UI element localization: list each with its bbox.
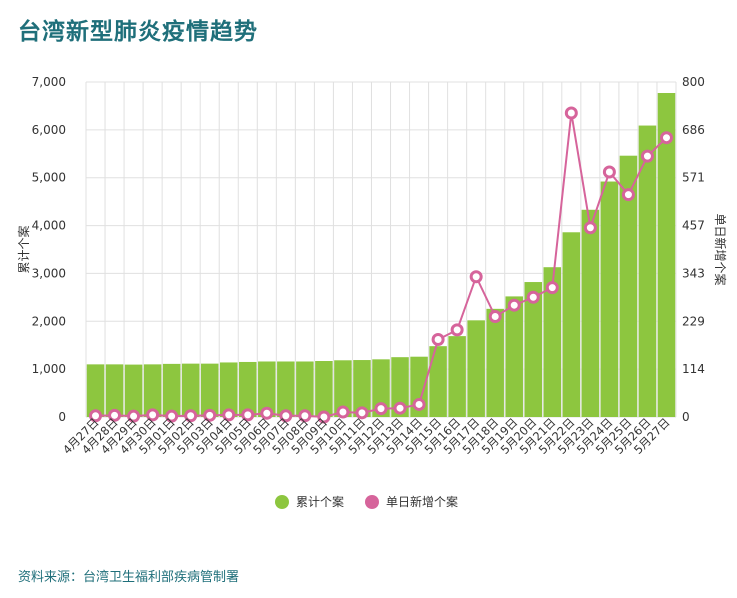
point-daily-new [431, 333, 445, 347]
point-daily-new [336, 405, 350, 419]
legend-label-daily: 单日新增个案 [386, 494, 458, 509]
y-right-tick: 229 [682, 314, 705, 328]
y-right-tick: 0 [682, 410, 690, 424]
bar-cumulative [296, 361, 314, 417]
bar-cumulative [429, 346, 447, 417]
bar-cumulative [467, 320, 485, 417]
point-daily-new [298, 409, 312, 423]
bar-cumulative [486, 308, 504, 417]
y-right-tick: 457 [682, 219, 705, 233]
point-daily-new [393, 401, 407, 415]
point-daily-new [412, 397, 426, 411]
y-right-tick: 343 [682, 266, 705, 280]
point-daily-new [241, 408, 255, 422]
y-left-tick: 3,000 [32, 266, 66, 280]
point-daily-new [355, 406, 369, 420]
y-left-axis-title: 累计个案 [16, 225, 31, 273]
point-daily-new [526, 290, 540, 304]
bar-cumulative [334, 360, 352, 417]
point-daily-new [203, 408, 217, 422]
bar-cumulative [581, 209, 600, 417]
point-daily-new [89, 409, 103, 423]
bar-cumulative [277, 361, 295, 417]
chart-title: 台湾新型肺炎疫情趋势 [18, 19, 258, 45]
bar-cumulative [105, 364, 124, 417]
bar-cumulative [353, 360, 371, 417]
point-daily-new [279, 409, 293, 423]
point-daily-new [621, 188, 635, 202]
bar-cumulative [657, 93, 676, 417]
y-left-tick: 0 [58, 410, 66, 424]
point-daily-new [222, 408, 236, 422]
y-right-tick: 800 [682, 75, 705, 89]
bar-cumulative [448, 336, 466, 417]
bar-cumulative [258, 361, 276, 417]
y-right-tick: 114 [682, 362, 705, 376]
bar-cumulative [143, 364, 162, 417]
point-daily-new [469, 270, 483, 284]
y-right-tick: 571 [682, 171, 705, 185]
y-left-tick: 6,000 [32, 123, 66, 137]
y-left-tick: 4,000 [32, 219, 66, 233]
y-left-tick: 7,000 [32, 75, 66, 89]
point-daily-new [564, 106, 578, 120]
bar-cumulative [86, 364, 105, 417]
bar-cumulative [315, 361, 333, 417]
point-daily-new [146, 408, 160, 422]
bar-cumulative [124, 364, 143, 417]
point-daily-new [374, 402, 388, 416]
point-daily-new [583, 221, 597, 235]
point-daily-new [165, 409, 179, 423]
point-daily-new [545, 281, 559, 295]
bar-cumulative [219, 362, 238, 417]
bar-cumulative [162, 363, 181, 417]
bar-cumulative [524, 282, 543, 417]
point-daily-new [184, 409, 198, 423]
y-right-axis-title: 单日新增个案 [713, 213, 728, 285]
point-daily-new [450, 323, 464, 337]
y-left-tick: 1,000 [32, 362, 66, 376]
point-daily-new [488, 310, 502, 323]
bar-cumulative [200, 363, 219, 417]
y-left-tick: 5,000 [32, 171, 66, 185]
legend-swatch-daily [365, 495, 379, 509]
point-daily-new [317, 410, 331, 424]
y-right-tick: 686 [682, 123, 705, 137]
bar-cumulative [239, 361, 257, 417]
point-daily-new [507, 298, 521, 312]
bar-cumulative [600, 181, 619, 417]
point-daily-new [108, 408, 122, 422]
bar-cumulative [181, 363, 200, 417]
bar-cumulative [543, 267, 562, 417]
legend-swatch-cumulative [275, 495, 289, 509]
bar-cumulative [391, 357, 409, 417]
legend-label-cumulative: 累计个案 [296, 494, 344, 509]
source-note: 资料来源：台湾卫生福利部疾病管制署 [18, 570, 240, 585]
point-daily-new [640, 149, 654, 163]
bar-cumulative [505, 296, 523, 417]
bar-cumulative [638, 125, 657, 418]
point-daily-new [260, 406, 274, 420]
point-daily-new [127, 409, 141, 423]
bar-cumulative [372, 359, 390, 417]
point-daily-new [602, 165, 616, 179]
y-left-tick: 2,000 [32, 314, 66, 328]
bar-cumulative [562, 232, 581, 417]
point-daily-new [659, 131, 673, 145]
bar-cumulative [619, 155, 638, 417]
